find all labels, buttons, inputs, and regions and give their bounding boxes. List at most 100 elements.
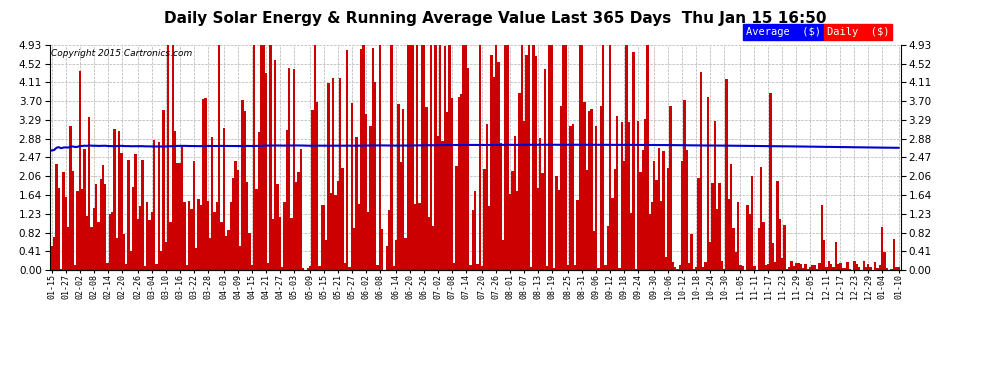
Bar [795, 263, 797, 270]
Bar [200, 205, 202, 270]
Bar [660, 201, 662, 270]
Bar [446, 112, 448, 270]
Bar [714, 121, 716, 270]
Bar [283, 202, 285, 270]
Bar [837, 264, 840, 270]
Bar [537, 188, 540, 270]
Text: Daily Solar Energy & Running Average Value Last 365 Days  Thu Jan 15 16:50: Daily Solar Energy & Running Average Val… [163, 11, 827, 26]
Bar [667, 168, 669, 270]
Bar [314, 45, 316, 270]
Bar [137, 219, 139, 270]
Bar [481, 266, 483, 270]
Bar [207, 201, 209, 270]
Bar [232, 178, 235, 270]
Bar [681, 161, 683, 270]
Bar [218, 45, 221, 270]
Bar [840, 262, 842, 270]
Bar [55, 164, 57, 270]
Bar [183, 202, 185, 270]
Bar [181, 146, 183, 270]
Bar [707, 98, 709, 270]
Bar [330, 193, 332, 270]
Bar [188, 201, 190, 270]
Bar [255, 189, 257, 270]
Bar [597, 268, 600, 270]
Bar [495, 45, 497, 270]
Bar [444, 45, 446, 270]
Bar [865, 267, 867, 270]
Bar [746, 205, 748, 270]
Bar [867, 264, 869, 270]
Bar [546, 266, 548, 270]
Bar [221, 222, 223, 270]
Bar [171, 45, 174, 270]
Bar [776, 181, 779, 270]
Bar [530, 267, 533, 270]
Bar [657, 148, 660, 270]
Bar [397, 104, 400, 270]
Bar [835, 242, 837, 270]
Bar [719, 183, 721, 270]
Bar [278, 217, 281, 270]
Bar [307, 268, 309, 270]
Bar [544, 69, 546, 270]
Bar [644, 119, 646, 270]
Bar [390, 45, 393, 270]
Bar [135, 154, 137, 270]
Bar [697, 178, 700, 270]
Bar [267, 264, 269, 270]
Bar [374, 82, 376, 270]
Bar [288, 68, 290, 270]
Bar [195, 248, 197, 270]
Bar [150, 212, 153, 270]
Bar [253, 45, 255, 270]
Bar [81, 189, 83, 270]
Bar [814, 265, 816, 270]
Bar [237, 170, 240, 270]
Bar [92, 208, 95, 270]
Bar [335, 195, 337, 270]
Bar [497, 62, 500, 270]
Bar [202, 99, 204, 270]
Bar [262, 45, 264, 270]
Bar [116, 238, 118, 270]
Bar [281, 267, 283, 270]
Bar [235, 161, 237, 270]
Bar [50, 246, 53, 270]
Bar [476, 264, 479, 270]
Bar [509, 194, 511, 270]
Bar [588, 111, 590, 270]
Bar [846, 262, 848, 270]
Bar [493, 78, 495, 270]
Bar [469, 265, 471, 270]
Bar [650, 202, 653, 270]
Bar [590, 109, 593, 270]
Bar [679, 265, 681, 270]
Bar [514, 136, 516, 270]
Bar [676, 268, 679, 270]
Bar [843, 268, 846, 270]
Bar [823, 240, 826, 270]
Bar [621, 122, 623, 270]
Bar [574, 266, 576, 270]
Bar [883, 252, 886, 270]
Bar [178, 164, 181, 270]
Bar [616, 116, 619, 270]
Bar [562, 45, 564, 270]
Bar [247, 182, 248, 270]
Bar [109, 214, 111, 270]
Bar [290, 218, 293, 270]
Bar [216, 202, 218, 270]
Bar [448, 45, 450, 270]
Bar [423, 45, 425, 270]
Bar [879, 265, 881, 270]
Bar [507, 45, 509, 270]
Bar [869, 267, 872, 270]
Bar [750, 177, 753, 270]
Bar [858, 267, 860, 270]
Bar [228, 231, 230, 270]
Bar [828, 261, 830, 270]
Bar [783, 225, 786, 270]
Bar [765, 265, 767, 270]
Bar [893, 239, 895, 270]
